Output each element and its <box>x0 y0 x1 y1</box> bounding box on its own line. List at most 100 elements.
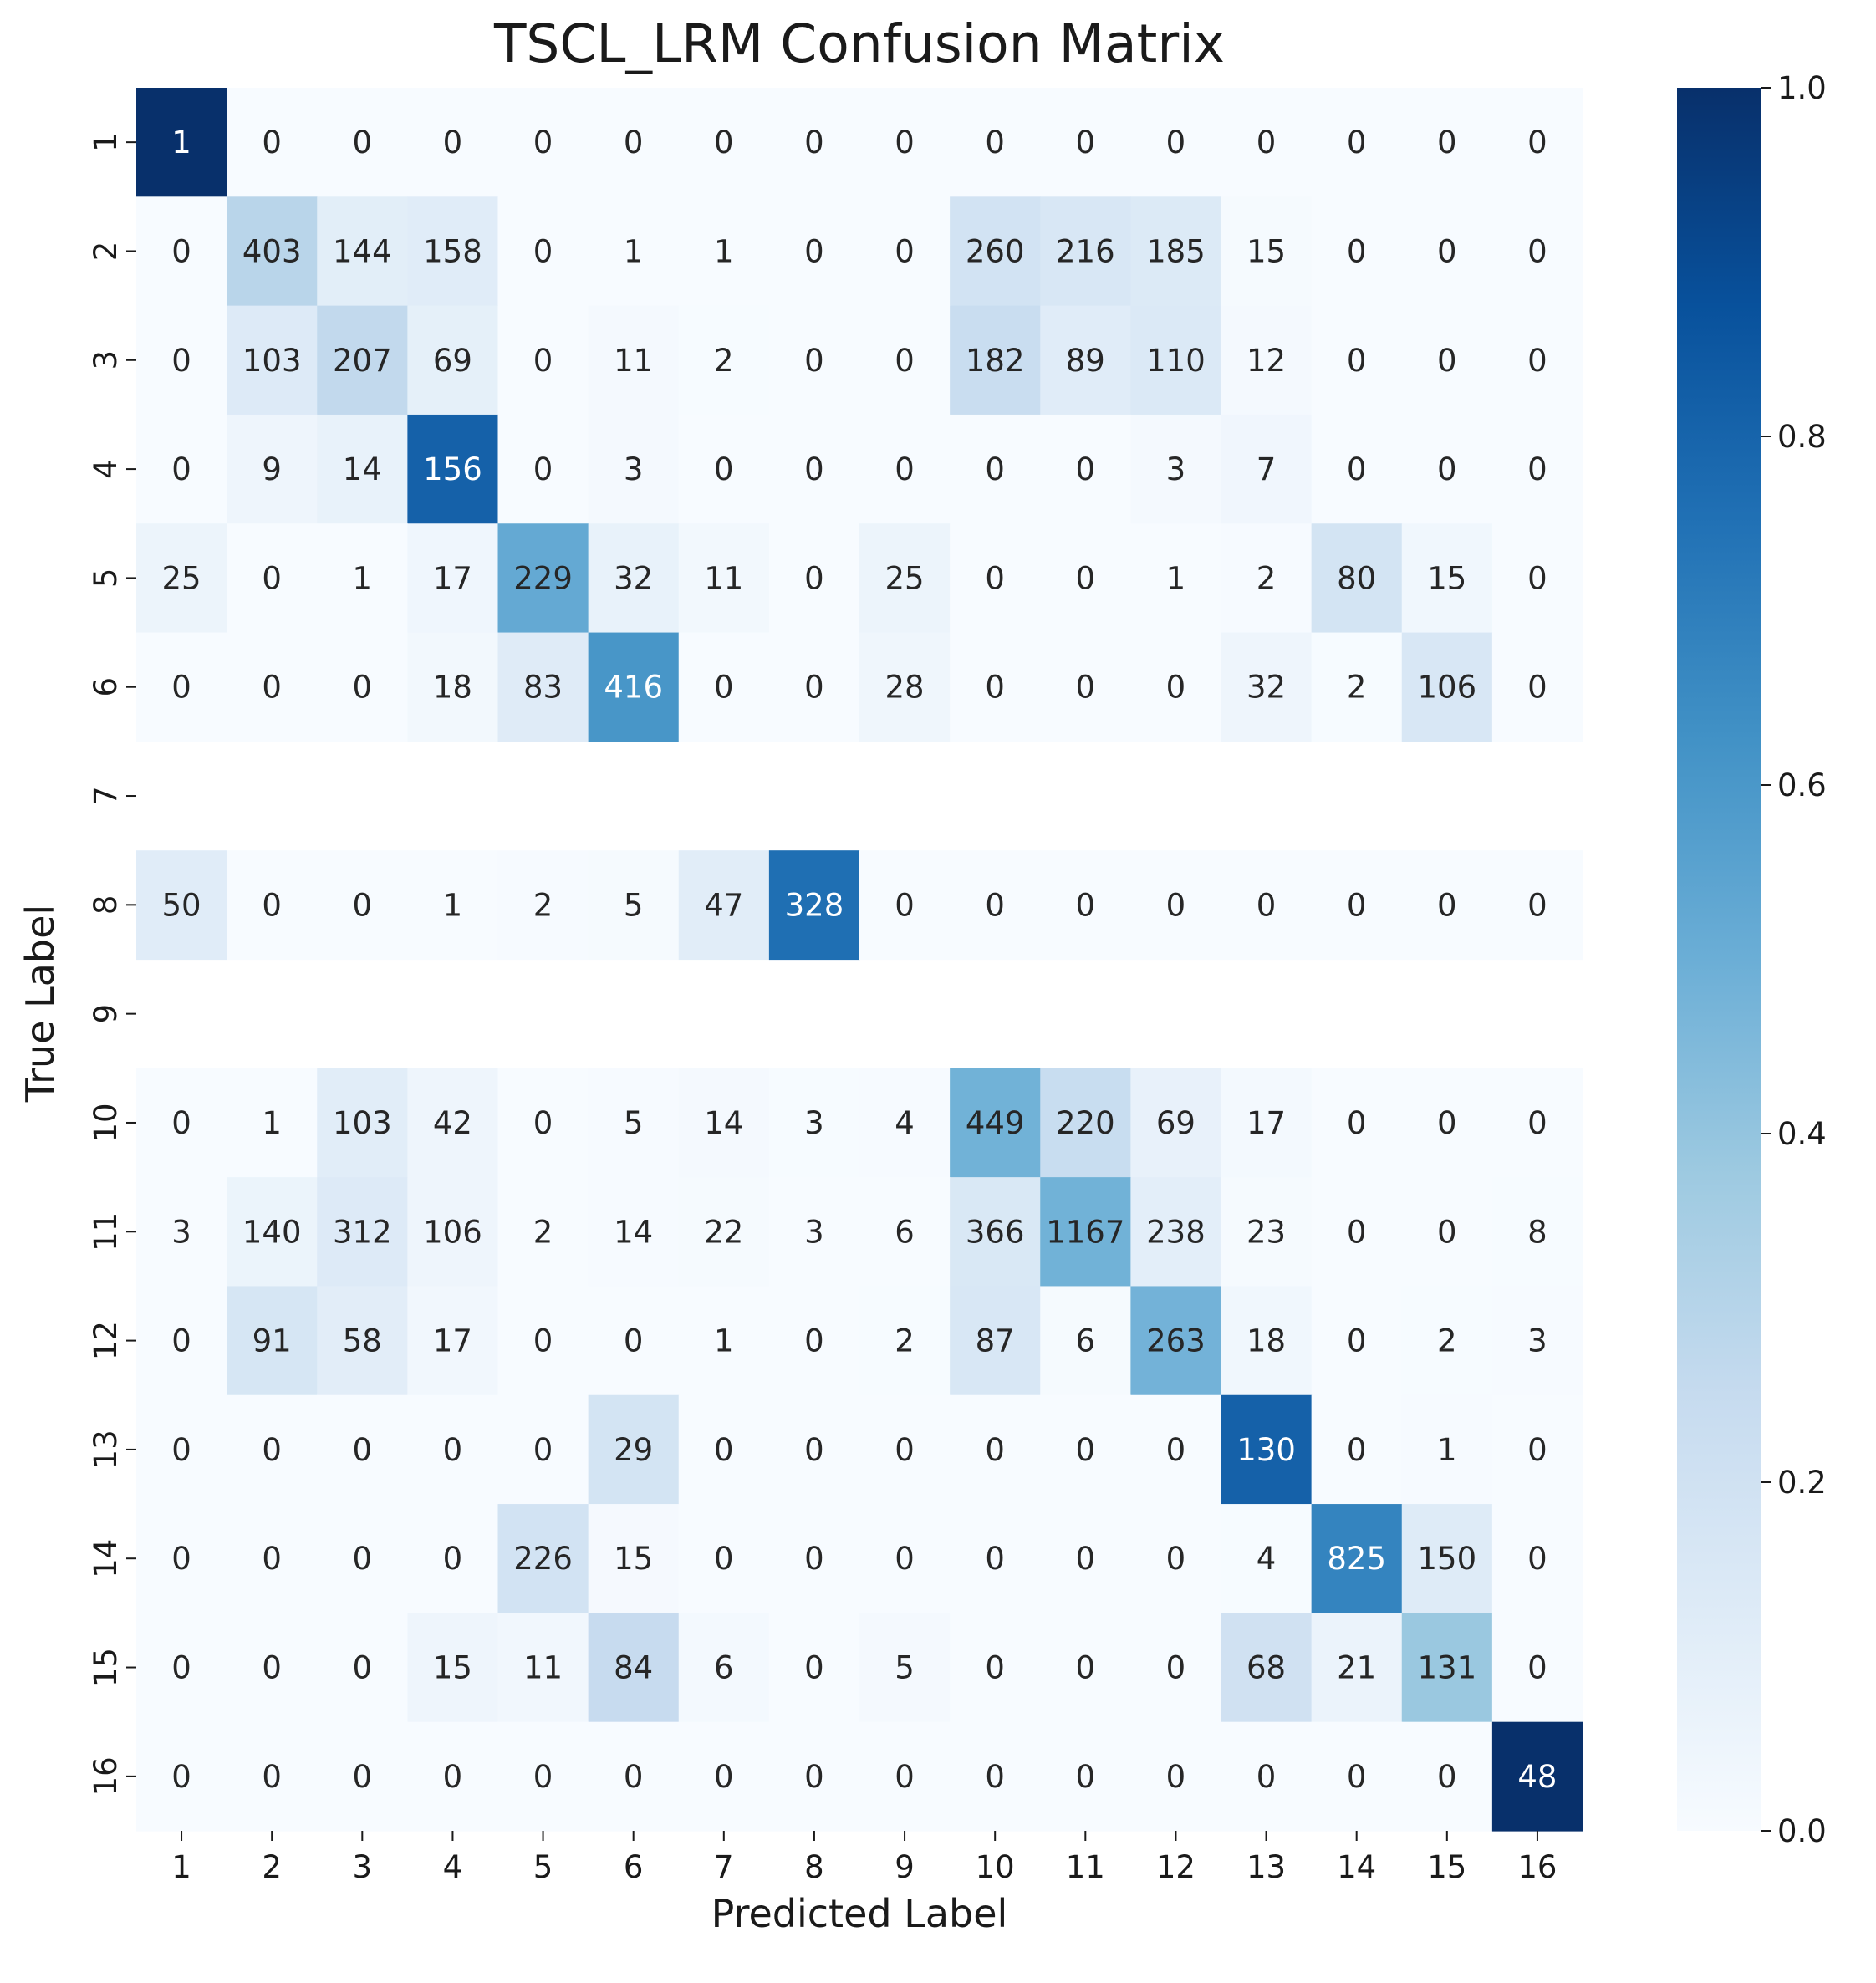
cell-value-label: 2 <box>1437 1323 1457 1359</box>
heatmap-cell-r12-c5 <box>497 1286 589 1396</box>
heatmap-cell-r12-c6 <box>588 1286 680 1396</box>
heatmap-cell-r10-c12 <box>1130 1068 1222 1178</box>
heatmap-cell-r8-c12 <box>1130 850 1222 961</box>
cell-value-label: 0 <box>714 670 734 706</box>
heatmap-cell-r5-c5 <box>497 523 589 634</box>
cell-value-label: 0 <box>353 1541 373 1577</box>
heatmap-cell-r3-c5 <box>497 305 589 415</box>
cell-value-label: 68 <box>1246 1650 1286 1686</box>
cell-value-label: 0 <box>1166 670 1186 706</box>
heatmap-cell-r4-c4 <box>407 414 499 524</box>
cell-value-label: 2 <box>895 1323 915 1359</box>
cell-value-label: 0 <box>1527 233 1547 269</box>
heatmap-cell-r10-c10 <box>950 1068 1041 1178</box>
y-tick-label: 3 <box>88 350 124 370</box>
cell-value-label: 0 <box>714 1432 734 1468</box>
cell-value-label: 0 <box>1076 125 1096 161</box>
heatmap-cell-r6-c3 <box>317 632 408 742</box>
cell-value-label: 0 <box>1437 1759 1457 1795</box>
cell-value-label: 0 <box>353 1650 373 1686</box>
heatmap-cell-r15-c15 <box>1401 1613 1493 1723</box>
heatmap-cell-r15-c6 <box>588 1613 680 1723</box>
y-tick-label: 12 <box>88 1321 124 1360</box>
cell-value-label: 0 <box>1076 1432 1096 1468</box>
x-tick-label: 2 <box>262 1849 282 1885</box>
heatmap-cell-r1-c12 <box>1130 88 1222 197</box>
cell-value-label: 32 <box>1246 670 1286 706</box>
heatmap-cell-r6-c2 <box>227 632 318 742</box>
cell-value-label: 17 <box>1246 1105 1286 1141</box>
cell-value-label: 9 <box>262 451 282 487</box>
cell-value-label: 207 <box>333 343 392 379</box>
cell-value-label: 0 <box>171 1323 191 1359</box>
heatmap-cell-r10-c14 <box>1311 1068 1403 1178</box>
cell-value-label: 0 <box>262 887 282 923</box>
heatmap-cell-r5-c4 <box>407 523 499 634</box>
x-tick-label: 7 <box>714 1849 734 1885</box>
heatmap-cell-r2-c7 <box>678 196 770 307</box>
heatmap-cell-r1-c15 <box>1401 88 1493 197</box>
heatmap-cell-r4-c14 <box>1311 414 1403 524</box>
heatmap-cell-r13-c13 <box>1221 1394 1313 1505</box>
cell-value-label: 0 <box>1257 125 1277 161</box>
heatmap-cell-r11-c4 <box>407 1177 499 1287</box>
cell-value-label: 0 <box>1527 1432 1547 1468</box>
heatmap-cell-r10-c11 <box>1040 1068 1131 1178</box>
heatmap-cell-r16-c8 <box>768 1721 860 1832</box>
y-tick-label: 14 <box>88 1539 124 1578</box>
cell-value-label: 403 <box>242 233 302 269</box>
heatmap-cell-r14-c15 <box>1401 1504 1493 1613</box>
heatmap-cell-r14-c3 <box>317 1504 408 1613</box>
cell-value-label: 0 <box>804 233 824 269</box>
heatmap-cell-r6-c11 <box>1040 632 1131 742</box>
heatmap-cell-r11-c3 <box>317 1177 408 1287</box>
heatmap-cell-r8-c2 <box>227 850 318 961</box>
cell-value-label: 69 <box>1156 1105 1195 1141</box>
heatmap-cell-r12-c3 <box>317 1286 408 1396</box>
heatmap-cell-r5-c12 <box>1130 523 1222 634</box>
heatmap-cell-r2-c14 <box>1311 196 1403 307</box>
heatmap-cell-r13-c11 <box>1040 1394 1131 1505</box>
heatmap-cell-r14-c10 <box>950 1504 1041 1613</box>
heatmap-cell-r8-c16 <box>1491 850 1583 961</box>
cell-value-label: 4 <box>1257 1541 1277 1577</box>
cell-value-label: 226 <box>513 1541 573 1577</box>
heatmap-cell-r8-c11 <box>1040 850 1131 961</box>
heatmap-cell-r15-c8 <box>768 1613 860 1723</box>
cell-value-label: 14 <box>704 1105 743 1141</box>
heatmap-cell-r8-c8 <box>768 850 860 961</box>
heatmap-cell-r16-c6 <box>588 1721 680 1832</box>
heatmap-cell-r13-c8 <box>768 1394 860 1505</box>
heatmap-cell-r10-c13 <box>1221 1068 1313 1178</box>
heatmap-cell-r1-c3 <box>317 88 408 197</box>
cell-value-label: 0 <box>804 1759 824 1795</box>
cell-value-label: 158 <box>423 233 482 269</box>
heatmap-cell-r5-c1 <box>136 523 227 634</box>
cell-value-label: 6 <box>714 1650 734 1686</box>
heatmap-cell-r15-c14 <box>1311 1613 1403 1723</box>
heatmap-cell-r4-c9 <box>859 414 951 524</box>
cell-value-label: 84 <box>614 1650 653 1686</box>
cell-value-label: 0 <box>1437 887 1457 923</box>
cell-value-label: 0 <box>714 451 734 487</box>
heatmap-cell-r2-c2 <box>227 196 318 307</box>
cell-value-label: 0 <box>804 125 824 161</box>
cell-value-label: 131 <box>1417 1650 1476 1686</box>
heatmap-cell-r12-c11 <box>1040 1286 1131 1396</box>
cell-value-label: 0 <box>804 451 824 487</box>
colorbar-tick-label: 0.0 <box>1777 1813 1827 1849</box>
cell-value-label: 1 <box>714 233 734 269</box>
cell-value-label: 0 <box>1347 1323 1367 1359</box>
cell-value-label: 366 <box>966 1214 1025 1250</box>
cell-value-label: 263 <box>1146 1323 1206 1359</box>
x-tick-label: 15 <box>1427 1849 1466 1885</box>
cell-value-label: 0 <box>804 1650 824 1686</box>
cell-value-label: 0 <box>1076 1541 1096 1577</box>
cell-value-label: 0 <box>1527 1541 1547 1577</box>
heatmap-cell-r13-c15 <box>1401 1394 1493 1505</box>
heatmap-cell-r13-c3 <box>317 1394 408 1505</box>
x-tick-label: 3 <box>353 1849 373 1885</box>
x-tick-label: 6 <box>624 1849 644 1885</box>
heatmap-cell-r4-c8 <box>768 414 860 524</box>
cell-value-label: 0 <box>804 1541 824 1577</box>
